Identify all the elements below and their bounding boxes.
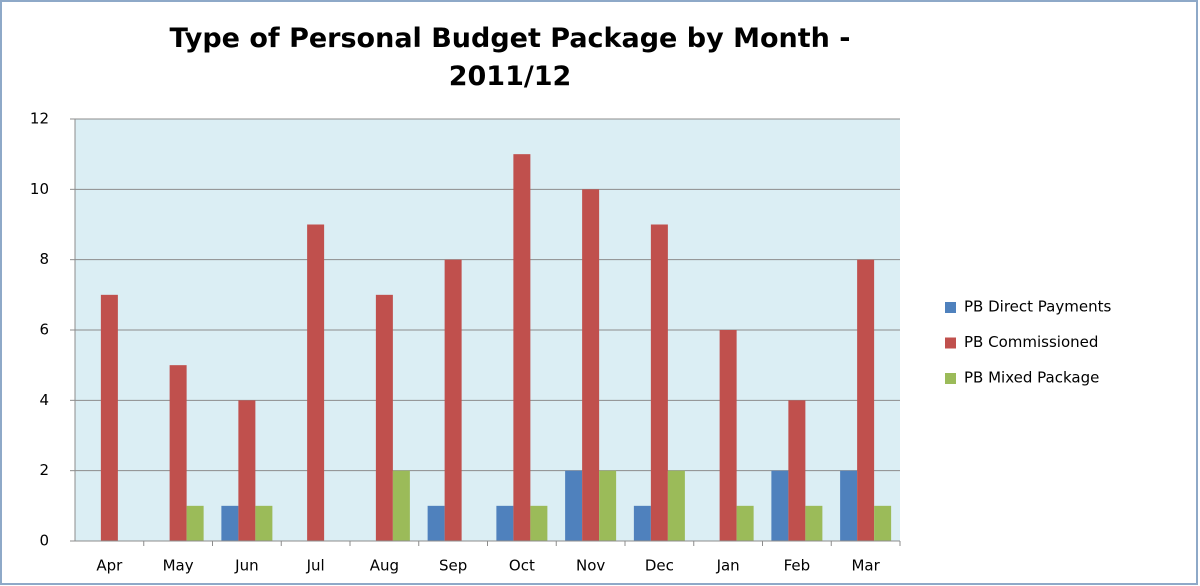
y-tick-label: 12 bbox=[30, 110, 49, 128]
bar bbox=[874, 505, 892, 541]
legend-label: PB Commissioned bbox=[964, 333, 1098, 351]
bar bbox=[667, 470, 685, 541]
bar bbox=[633, 505, 651, 541]
y-tick-label: 10 bbox=[30, 180, 49, 198]
bar bbox=[805, 505, 823, 541]
bar bbox=[565, 470, 583, 541]
y-tick-label: 8 bbox=[39, 250, 49, 268]
bar bbox=[530, 505, 548, 541]
bar bbox=[238, 400, 256, 541]
bar bbox=[719, 330, 737, 541]
legend-label: PB Direct Payments bbox=[964, 298, 1111, 316]
chart-title: Type of Personal Budget Package by Month… bbox=[169, 23, 851, 92]
bar bbox=[496, 505, 514, 541]
x-tick-label: Aug bbox=[370, 557, 399, 575]
bar bbox=[392, 470, 410, 541]
legend-label: PB Mixed Package bbox=[964, 369, 1099, 387]
y-tick-label: 0 bbox=[39, 532, 49, 550]
y-tick-label: 2 bbox=[39, 461, 49, 479]
bar bbox=[186, 505, 204, 541]
bar bbox=[100, 294, 118, 541]
bar bbox=[375, 294, 393, 541]
x-tick-label: Nov bbox=[576, 557, 605, 575]
bar bbox=[736, 505, 754, 541]
bar bbox=[255, 505, 273, 541]
x-tick-label: Jun bbox=[234, 557, 258, 575]
bar bbox=[513, 154, 531, 541]
bar bbox=[444, 259, 462, 541]
bar bbox=[771, 470, 789, 541]
bar bbox=[427, 505, 445, 541]
legend-swatch bbox=[945, 302, 956, 313]
bar bbox=[221, 505, 239, 541]
y-tick-label: 4 bbox=[39, 391, 49, 409]
bar bbox=[857, 259, 875, 541]
bar bbox=[840, 470, 858, 541]
bar bbox=[650, 224, 668, 541]
x-tick-label: Oct bbox=[509, 557, 535, 575]
legend-swatch bbox=[945, 337, 956, 349]
x-tick-label: Jan bbox=[716, 557, 740, 575]
bar bbox=[599, 470, 617, 541]
bar bbox=[582, 189, 600, 542]
bar bbox=[788, 400, 806, 541]
x-tick-label: Jul bbox=[306, 557, 325, 575]
legend-swatch bbox=[945, 373, 956, 384]
y-tick-label: 6 bbox=[39, 321, 49, 339]
x-tick-label: Sep bbox=[439, 557, 467, 575]
x-tick-label: Apr bbox=[96, 557, 123, 575]
x-tick-label: Dec bbox=[645, 557, 674, 575]
bar bbox=[307, 224, 325, 541]
bar bbox=[169, 365, 187, 541]
x-tick-label: May bbox=[163, 557, 194, 575]
x-tick-label: Mar bbox=[851, 557, 880, 575]
x-tick-label: Feb bbox=[784, 557, 811, 575]
